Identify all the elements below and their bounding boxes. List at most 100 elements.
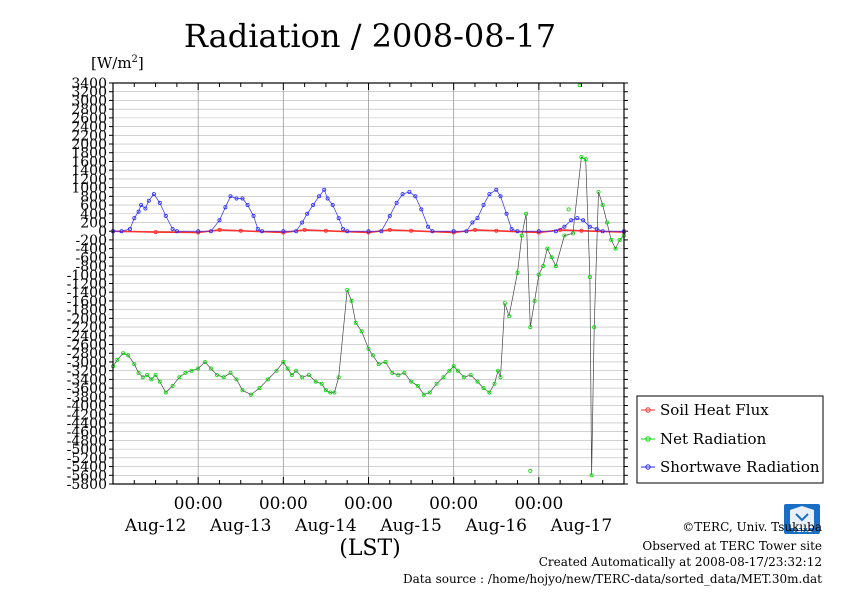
- data-point: [390, 370, 395, 375]
- y-tick-label: -3600: [67, 381, 107, 397]
- y-tick-label: -4200: [67, 407, 107, 423]
- x-tick-label: 00:00: [174, 494, 223, 514]
- data-point: [248, 392, 253, 397]
- x-day-label: Aug-13: [209, 516, 271, 536]
- data-point: [305, 211, 310, 216]
- data-point: [228, 370, 233, 375]
- data-point: [208, 366, 213, 371]
- legend: Soil Heat Flux Net Radiation Shortwave R…: [636, 395, 824, 484]
- data-point: [336, 216, 341, 221]
- data-point: [228, 194, 233, 199]
- data-point: [402, 370, 407, 375]
- logo-tower: [790, 506, 814, 528]
- data-point: [577, 83, 582, 88]
- data-point: [487, 390, 492, 395]
- data-point: [223, 205, 228, 210]
- x-tick-label: 00:00: [514, 494, 563, 514]
- data-point: [519, 233, 524, 238]
- data-point: [170, 226, 175, 231]
- unit-label: [W/m: [91, 54, 132, 72]
- x-day-label: Aug-17: [550, 516, 612, 536]
- data-point: [583, 157, 588, 162]
- terc-logo: TERC: [784, 504, 820, 534]
- data-point: [383, 359, 388, 364]
- data-point: [163, 213, 168, 218]
- data-point: [317, 194, 322, 199]
- y-axis-unit: [W/m2]: [91, 54, 144, 72]
- data-point: [506, 314, 511, 319]
- data-point: [119, 229, 124, 234]
- y-tick-label: -1400: [67, 285, 107, 301]
- data-point: [300, 375, 305, 380]
- y-tick-label: -3200: [67, 364, 107, 380]
- data-point: [376, 362, 381, 367]
- y-tick-label: 2000: [71, 137, 107, 153]
- data-point: [340, 226, 345, 231]
- data-point: [217, 218, 222, 223]
- legend-box: [636, 395, 824, 484]
- data-point: [332, 390, 337, 395]
- legend-marker-soil: [645, 407, 651, 413]
- data-point: [495, 368, 500, 373]
- data-point: [234, 377, 239, 382]
- data-point: [330, 202, 335, 207]
- series-1: [111, 83, 627, 478]
- chart-title: Radiation / 2008-08-17: [184, 17, 556, 55]
- data-point: [532, 298, 537, 303]
- data-point: [336, 375, 341, 380]
- data-point: [494, 228, 499, 233]
- legend-marker-net: [645, 436, 651, 442]
- x-day-label: Aug-16: [465, 516, 527, 536]
- data-point: [553, 264, 558, 269]
- data-point: [328, 390, 333, 395]
- y-tick-label: -1600: [67, 294, 107, 310]
- data-point: [502, 301, 507, 306]
- y-tick-label: -2000: [67, 311, 107, 327]
- data-point: [434, 381, 439, 386]
- data-point: [177, 375, 182, 380]
- data-point: [592, 325, 597, 330]
- y-tick-label: -2800: [67, 346, 107, 362]
- y-tick-label: 1800: [71, 146, 107, 162]
- data-point: [528, 468, 533, 473]
- data-point: [409, 379, 414, 384]
- data-point: [379, 229, 384, 234]
- y-tick-label: -600: [76, 250, 107, 266]
- data-point: [481, 202, 486, 207]
- data-point: [313, 379, 318, 384]
- data-point: [251, 213, 256, 218]
- y-tick-label: -5600: [67, 468, 107, 484]
- data-point: [498, 375, 503, 380]
- data-point: [294, 368, 299, 373]
- data-point: [600, 229, 605, 234]
- x-axis-label: (LST): [339, 536, 401, 561]
- data-point: [541, 264, 546, 269]
- y-tick-label: 1400: [71, 163, 107, 179]
- data-point: [447, 368, 452, 373]
- data-point: [387, 213, 392, 218]
- data-point: [240, 388, 245, 393]
- y-tick-label: -4000: [67, 399, 107, 415]
- data-point: [285, 366, 290, 371]
- data-point: [143, 206, 148, 211]
- data-point: [562, 233, 567, 238]
- data-point: [426, 224, 431, 229]
- data-point: [461, 375, 466, 380]
- data-point: [596, 189, 601, 194]
- data-point: [300, 220, 305, 225]
- data-point: [553, 229, 558, 234]
- data-point: [366, 229, 371, 234]
- data-point: [136, 370, 141, 375]
- logo-text: TERC: [792, 526, 812, 534]
- y-tick-label: 200: [80, 215, 107, 231]
- y-tick-label: 1200: [71, 172, 107, 188]
- data-point: [302, 227, 307, 232]
- unit-superscript: 2: [132, 54, 138, 65]
- data-point: [427, 390, 432, 395]
- data-point: [587, 274, 592, 279]
- footer-source: Data source : /home/hojyo/new/TERC-data/…: [403, 572, 822, 586]
- data-point: [259, 229, 264, 234]
- data-point: [492, 381, 497, 386]
- data-point: [153, 230, 158, 235]
- data-point: [240, 196, 245, 201]
